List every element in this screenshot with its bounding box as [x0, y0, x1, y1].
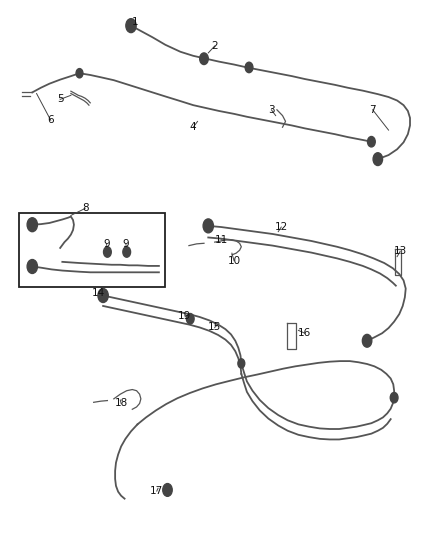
- Circle shape: [103, 247, 111, 257]
- Circle shape: [76, 69, 83, 78]
- Text: 6: 6: [47, 115, 54, 125]
- Text: 3: 3: [268, 105, 275, 115]
- Circle shape: [126, 19, 136, 33]
- Circle shape: [123, 247, 131, 257]
- Text: 9: 9: [103, 239, 110, 249]
- Circle shape: [27, 260, 37, 273]
- Circle shape: [200, 53, 208, 64]
- Text: 10: 10: [227, 256, 240, 265]
- Text: 5: 5: [57, 94, 64, 104]
- Circle shape: [163, 483, 172, 496]
- Text: 13: 13: [393, 246, 407, 256]
- Circle shape: [203, 219, 213, 233]
- Text: 16: 16: [298, 328, 311, 338]
- Bar: [19, 213, 166, 287]
- Text: 1: 1: [132, 17, 138, 27]
- Circle shape: [187, 313, 194, 324]
- Text: 11: 11: [215, 235, 228, 245]
- Circle shape: [367, 136, 375, 147]
- Text: 7: 7: [369, 105, 376, 115]
- Circle shape: [98, 288, 108, 303]
- Circle shape: [238, 359, 245, 368]
- Circle shape: [362, 334, 372, 347]
- Circle shape: [390, 392, 398, 403]
- Text: 8: 8: [82, 204, 88, 213]
- Text: 19: 19: [178, 311, 191, 321]
- Circle shape: [27, 218, 37, 232]
- Text: 18: 18: [114, 399, 128, 408]
- Circle shape: [245, 62, 253, 72]
- Text: 12: 12: [275, 222, 288, 232]
- Circle shape: [373, 153, 382, 166]
- Text: 17: 17: [150, 486, 163, 496]
- Text: 2: 2: [212, 41, 218, 51]
- Text: 9: 9: [123, 239, 129, 249]
- Text: 4: 4: [190, 122, 197, 132]
- Text: 15: 15: [208, 322, 221, 333]
- Text: 14: 14: [92, 288, 106, 297]
